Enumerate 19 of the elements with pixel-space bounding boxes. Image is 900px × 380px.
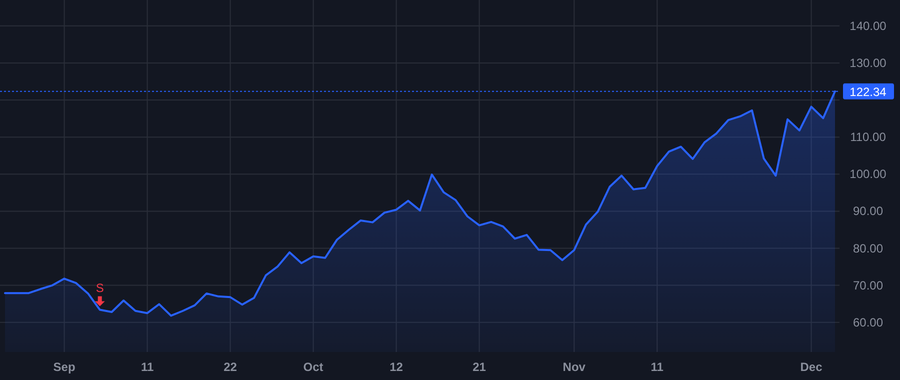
y-tick-label: 130.00 xyxy=(850,56,887,70)
x-tick-label: Dec xyxy=(800,360,823,374)
y-tick-label: 110.00 xyxy=(850,130,886,144)
y-tick-label: 140.00 xyxy=(850,18,887,33)
x-tick-label: 11 xyxy=(650,360,664,374)
y-tick-label: 70.00 xyxy=(852,278,884,292)
x-tick-label: 21 xyxy=(472,360,486,374)
y-tick-label: 80.00 xyxy=(852,241,884,256)
series-label: S xyxy=(96,281,104,296)
x-tick-label: 11 xyxy=(140,360,154,374)
x-tick-label: 12 xyxy=(390,360,404,374)
ref-line-label: 122.34 xyxy=(850,84,887,99)
x-tick-label: Nov xyxy=(562,360,586,374)
x-tick-label: Oct xyxy=(303,360,324,374)
x-tick-label: Sep xyxy=(53,360,76,374)
y-tick-label: 90.00 xyxy=(852,204,884,218)
y-tick-label: 100.00 xyxy=(850,167,887,182)
y-tick-label: 60.00 xyxy=(852,315,884,330)
x-tick-label: 22 xyxy=(224,360,238,374)
